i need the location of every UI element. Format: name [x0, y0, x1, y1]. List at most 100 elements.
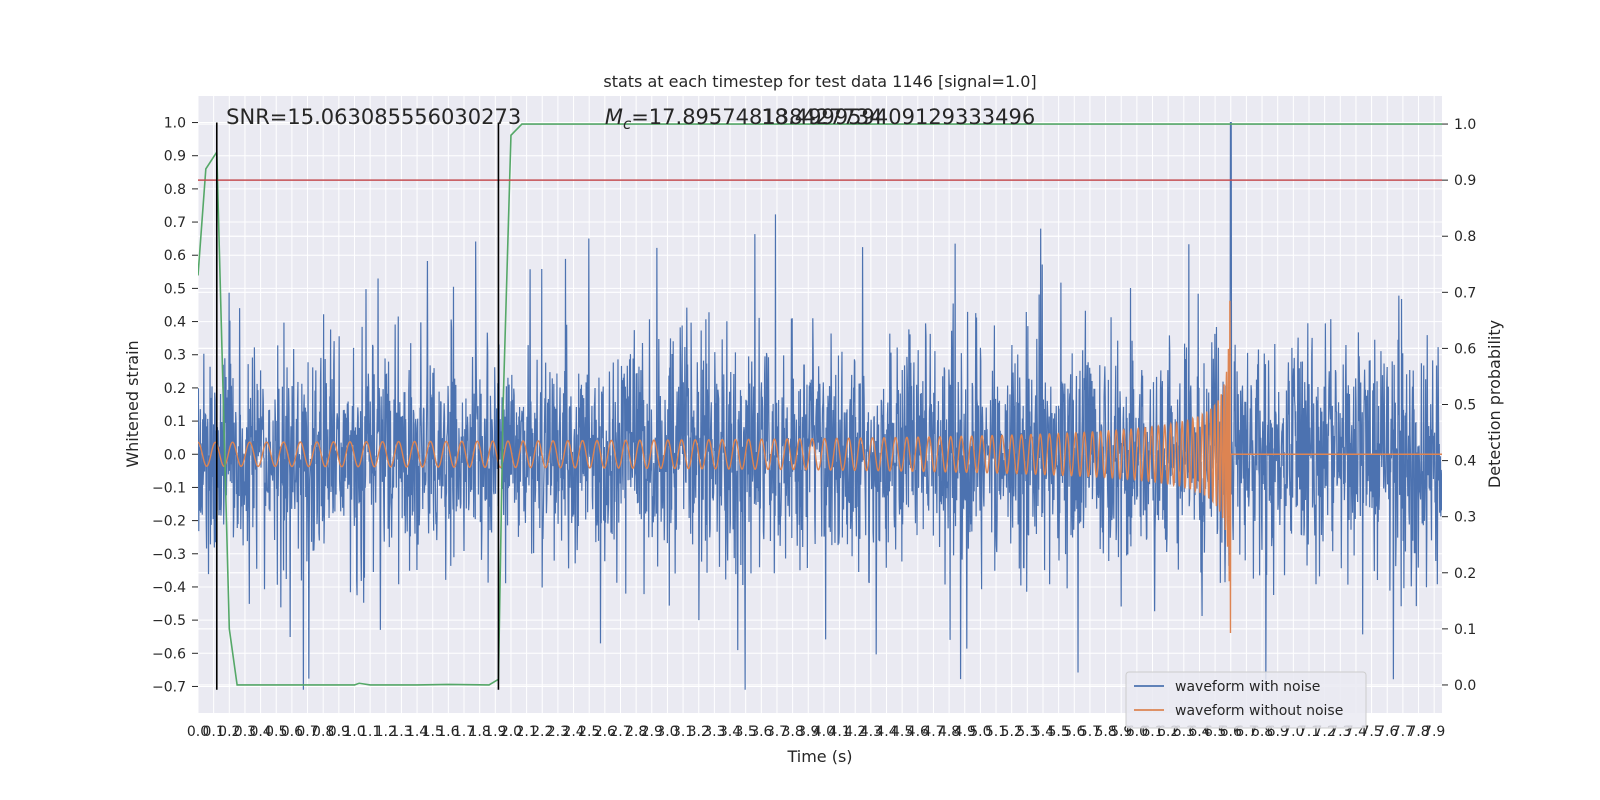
x-tick-label: 3.9 — [797, 724, 819, 740]
x-tick-label: 5.8 — [1094, 724, 1116, 740]
x-tick-label: 3.7 — [766, 724, 788, 740]
x-tick-label: 1.9 — [484, 724, 506, 740]
annotation-text: 18.499959409129333496 — [761, 105, 1035, 129]
x-tick-label: 2.0 — [500, 724, 522, 740]
y-tick-label: 0.6 — [164, 248, 186, 264]
x-tick-label: 4.0 — [813, 724, 835, 740]
x-tick-label: 5.1 — [985, 724, 1007, 740]
y2-tick-label: 0.0 — [1454, 678, 1476, 694]
y-tick-label: 0.4 — [164, 315, 186, 331]
x-tick-label: 3.8 — [781, 724, 803, 740]
y-tick-label: −0.7 — [152, 679, 186, 695]
x-tick-label: 7.8 — [1407, 724, 1429, 740]
vertical-markers — [215, 122, 500, 690]
y-tick-label: 0.5 — [164, 281, 186, 297]
x-tick-label: 2.2 — [531, 724, 553, 740]
y-tick-label: 0.9 — [164, 149, 186, 165]
annotations: SNR=15.063085556030273 Mc=17.895748138427… — [226, 105, 1035, 133]
y2-tick-label: 0.6 — [1454, 341, 1476, 357]
legend-label-noise: waveform with noise — [1175, 679, 1320, 695]
legend-box — [1125, 671, 1367, 729]
x-tick-label: 3.0 — [656, 724, 678, 740]
y2-tick-label: 0.4 — [1454, 454, 1476, 470]
x-tick-label: 4.8 — [938, 724, 960, 740]
y-tick-label: −0.6 — [152, 646, 186, 662]
y-tick-label: 1.0 — [164, 116, 186, 132]
line-detection-probability — [198, 123, 1442, 686]
y-tick-label: −0.4 — [152, 580, 186, 596]
x-tick-label: 1.5 — [422, 724, 444, 740]
chart-title: stats at each timestep for test data 114… — [603, 72, 1036, 91]
x-tick-label: 5.9 — [1110, 724, 1132, 740]
x-tick-label: 0.8 — [312, 724, 334, 740]
x-tick-label: 5.7 — [1079, 724, 1101, 740]
x-tick-label: 0.5 — [265, 724, 287, 740]
x-tick-label: 5.6 — [1063, 724, 1085, 740]
series-waveform-with-noise — [198, 121, 1442, 690]
x-tick-label: 3.4 — [719, 724, 741, 740]
x-tick-label: 3.3 — [703, 724, 725, 740]
x-tick-label: 0.7 — [296, 724, 318, 740]
x-tick-label: 0.4 — [249, 724, 271, 740]
x-tick-label: 0.2 — [218, 724, 240, 740]
y-tick-label: 0.7 — [164, 215, 186, 231]
y2-axis-ticks: 0.0 0.1 0.2 0.3 0.4 0.5 0.6 0.7 0.8 0.9 1.0 — [1442, 117, 1476, 694]
x-tick-label: 7.9 — [1423, 724, 1445, 740]
x-tick-label: 1.8 — [469, 724, 491, 740]
x-tick-label: 1.1 — [359, 724, 381, 740]
x-tick-label: 1.7 — [453, 724, 475, 740]
x-tick-label: 0.6 — [281, 724, 303, 740]
y2-tick-label: 0.3 — [1454, 510, 1476, 526]
x-tick-label: 4.5 — [891, 724, 913, 740]
x-tick-label: 0.3 — [234, 724, 256, 740]
series-detection-probability — [198, 123, 1442, 686]
x-tick-label: 1.0 — [343, 724, 365, 740]
x-tick-label: 4.9 — [954, 724, 976, 740]
x-tick-label: 2.8 — [625, 724, 647, 740]
y-axis-ticks: −0.7 −0.6 −0.5 −0.4 −0.3 −0.2 −0.1 0.0 0.1 0.2 0.3… — [152, 116, 198, 695]
x-tick-label: 3.2 — [688, 724, 710, 740]
x-tick-label: 0.0 — [187, 724, 209, 740]
y-tick-label: −0.3 — [152, 547, 186, 563]
x-tick-label: 5.5 — [1047, 724, 1069, 740]
x-tick-label: 3.6 — [750, 724, 772, 740]
annotation-text: Mc=17.895748138427734 — [605, 105, 883, 133]
x-tick-label: 1.6 — [437, 724, 459, 740]
y-tick-label: −0.5 — [152, 613, 186, 629]
x-tick-label: 2.6 — [594, 724, 616, 740]
x-tick-label: 4.6 — [907, 724, 929, 740]
x-tick-label: 7.6 — [1376, 724, 1398, 740]
x-tick-label: 2.1 — [515, 724, 537, 740]
x-tick-label: 5.2 — [1001, 724, 1023, 740]
x-tick-label: 2.4 — [562, 724, 584, 740]
x-tick-label: 2.7 — [609, 724, 631, 740]
x-tick-label: 3.1 — [672, 724, 694, 740]
line-waveform-with-noise — [198, 121, 1442, 690]
legend-label-clean: waveform without noise — [1175, 703, 1343, 719]
x-tick-label: 7.5 — [1360, 724, 1382, 740]
y-tick-label: 0.0 — [164, 447, 186, 463]
x-tick-label: 2.5 — [578, 724, 600, 740]
x-axis-label: Time (s) — [786, 747, 852, 766]
y2-tick-label: 0.1 — [1454, 622, 1476, 638]
x-tick-label: 0.9 — [328, 724, 350, 740]
x-tick-label: 5.3 — [1016, 724, 1038, 740]
series-waveform-without-noise — [198, 300, 1442, 634]
x-tick-label: 2.9 — [641, 724, 663, 740]
y-tick-label: −0.2 — [152, 514, 186, 530]
y-tick-label: 0.8 — [164, 182, 186, 198]
x-tick-label: 3.5 — [735, 724, 757, 740]
x-tick-label: 4.1 — [828, 724, 850, 740]
y2-tick-label: 0.9 — [1454, 173, 1476, 189]
y2-axis-label: Detection probability — [1485, 320, 1504, 488]
x-tick-label: 5.4 — [1032, 724, 1054, 740]
y-tick-label: 0.3 — [164, 348, 186, 364]
y-tick-label: −0.1 — [152, 480, 186, 496]
x-tick-label: 4.3 — [860, 724, 882, 740]
y2-tick-label: 0.8 — [1454, 229, 1476, 245]
x-tick-label: 1.4 — [406, 724, 428, 740]
x-tick-label: 1.2 — [375, 724, 397, 740]
line-waveform-without-noise — [198, 300, 1442, 634]
x-tick-label: 7.7 — [1392, 724, 1414, 740]
